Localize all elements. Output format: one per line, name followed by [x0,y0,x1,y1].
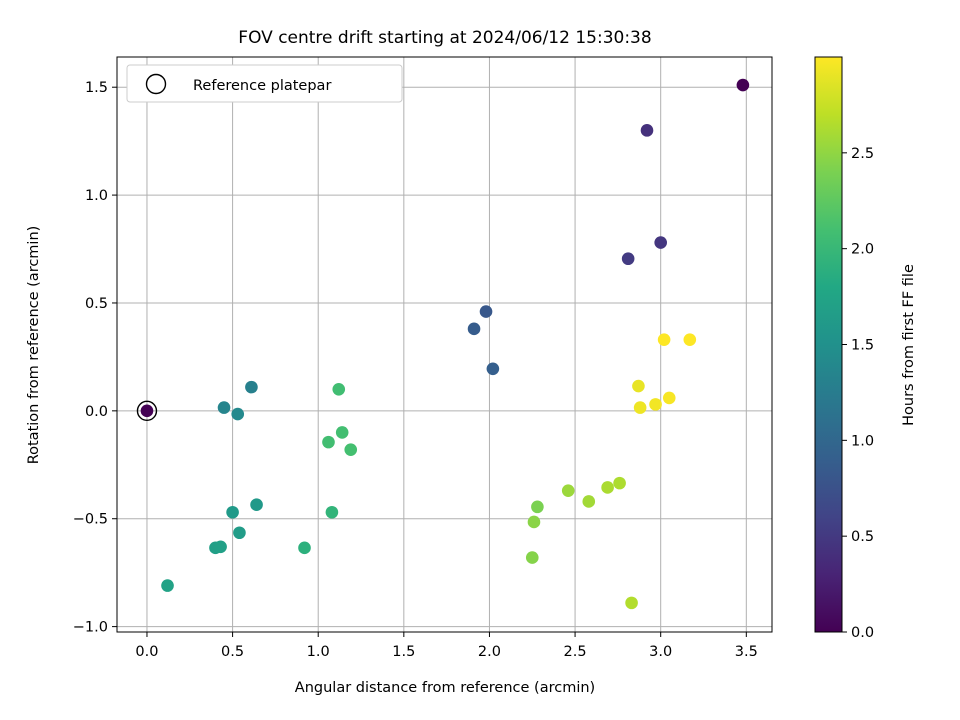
y-tick-label: 1.5 [85,80,108,96]
data-point [161,579,174,592]
data-point [657,333,671,346]
data-point [662,391,676,405]
x-tick-label: 0.0 [135,644,158,660]
data-point [226,505,239,519]
data-point [582,495,596,508]
data-point [527,515,541,529]
colorbar-tick-label: 1.0 [851,433,874,449]
x-tick-label: 3.0 [649,644,672,660]
colorbar-label: Hours from first FF file [901,264,917,426]
data-point [621,252,635,266]
data-point [217,401,231,414]
data-point [654,236,667,249]
data-point [736,78,750,92]
data-point [233,526,246,540]
y-tick-label: −1.0 [73,620,108,636]
colorbar-tick-label: 1.5 [851,338,874,354]
data-point [561,484,575,497]
x-tick-label: 1.5 [392,644,415,660]
data-point [245,380,258,394]
data-point [531,500,544,514]
data-point [486,362,500,376]
data-point [298,541,311,555]
data-point [335,426,349,439]
y-tick-label: −0.5 [73,512,108,528]
data-point [344,443,358,456]
legend-box [126,64,403,103]
chart-title: FOV centre drift starting at 2024/06/12 … [238,28,651,48]
colorbar-tick-label: 2.5 [851,146,874,162]
reference-platepar-marker [136,400,158,422]
data-point [332,382,346,396]
data-point [214,540,227,554]
data-point [250,498,263,512]
colorbar-tick-label: 2.0 [851,242,874,258]
data-point [525,551,539,564]
y-axis: −1.0 −0.5 0.0 0.5 1.0 1.5 [73,80,117,636]
data-point [322,435,335,449]
data-point [613,476,626,490]
scatter-points [136,78,750,610]
legend-marker-reference [145,73,167,95]
data-point [231,407,245,421]
data-point [633,401,647,414]
x-axis-label: Angular distance from reference (arcmin) [295,680,595,696]
colorbar-gradient [814,56,843,633]
data-point [632,379,645,393]
x-tick-label: 3.5 [735,644,758,660]
legend: Reference platepar [126,64,403,103]
data-point [140,404,154,418]
y-tick-label: 0.0 [85,404,108,420]
y-tick-label: 0.5 [85,296,108,312]
colorbar-tick-label: 0.0 [851,625,874,641]
x-tick-label: 1.0 [307,644,330,660]
data-point [601,481,614,494]
data-point [625,596,638,610]
colorbar-ticks: 0.0 0.5 1.0 1.5 2.0 2.5 [842,146,874,641]
y-axis-label: Rotation from reference (arcmin) [26,226,42,465]
data-point [649,398,662,411]
plot-frame [116,56,773,633]
legend-label: Reference platepar [193,78,331,94]
y-tick-label: 1.0 [85,188,108,204]
x-tick-label: 2.0 [478,644,501,660]
data-point [683,333,697,346]
data-point [467,322,481,336]
data-point [479,305,493,318]
colorbar-tick-label: 0.5 [851,529,874,545]
x-axis: 0.0 0.5 1.0 1.5 2.0 2.5 3.0 3.5 [135,632,758,660]
x-tick-label: 0.5 [221,644,244,660]
data-point [640,124,654,137]
data-point [325,505,339,519]
colorbar: 0.0 0.5 1.0 1.5 2.0 2.5 Hours from first FF f… [814,56,917,641]
x-tick-label: 2.5 [564,644,587,660]
